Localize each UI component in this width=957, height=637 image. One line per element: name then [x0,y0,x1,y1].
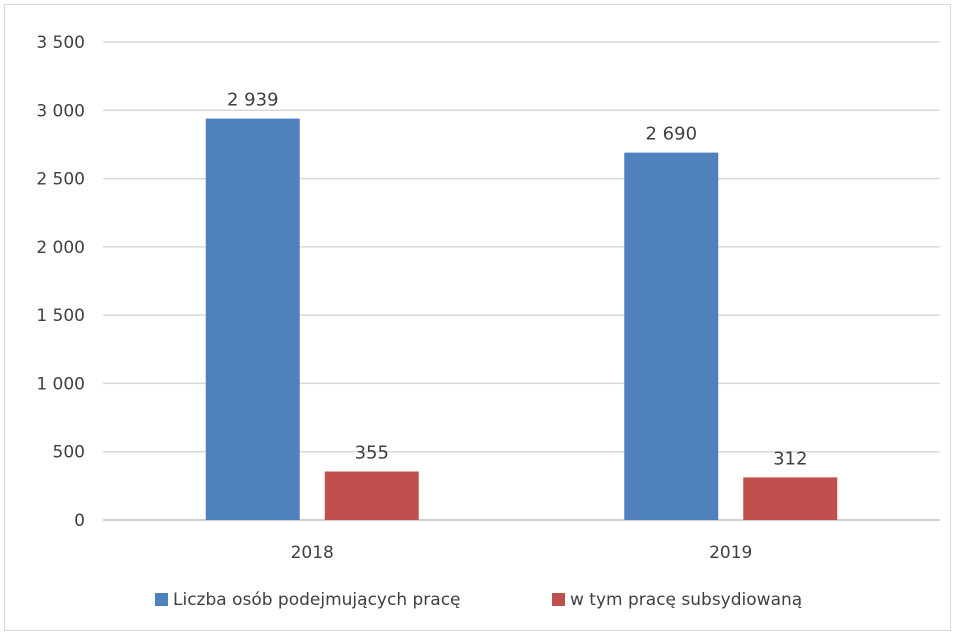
bar [324,471,419,520]
y-tick-label: 0 [74,511,85,531]
y-tick-label: 3 500 [36,33,85,53]
y-tick-label: 2 500 [36,170,85,190]
legend-swatch [552,593,565,606]
data-label: 2 939 [227,90,279,111]
data-label: 2 690 [645,124,697,145]
bar [624,152,719,520]
x-tick-label: 2019 [709,543,752,563]
chart-frame [4,4,951,631]
legend-label: w tym pracę subsydiowaną [570,590,802,610]
y-tick-label: 2 000 [36,238,85,258]
data-label: 355 [355,443,389,464]
legend-swatch [155,593,168,606]
y-tick-label: 1 000 [36,374,85,394]
x-tick-label: 2018 [291,543,334,563]
y-tick-label: 3 000 [36,101,85,121]
data-label: 312 [773,448,807,469]
y-tick-label: 500 [53,443,85,463]
bar [743,477,838,520]
legend-label: Liczba osób podejmujących pracę [173,590,461,610]
bar [205,118,300,520]
y-tick-label: 1 500 [36,306,85,326]
